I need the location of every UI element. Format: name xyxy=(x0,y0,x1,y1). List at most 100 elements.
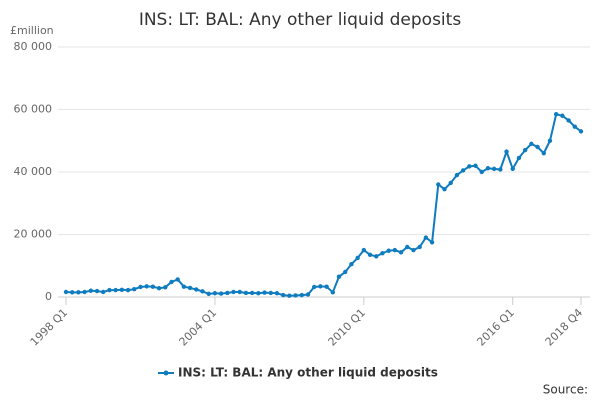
data-point xyxy=(498,167,503,172)
data-point xyxy=(156,286,162,291)
data-point xyxy=(169,279,174,285)
data-point xyxy=(417,244,422,250)
data-point xyxy=(473,163,478,168)
data-point xyxy=(249,290,255,296)
data-point xyxy=(423,235,429,240)
data-point xyxy=(467,164,472,169)
data-point xyxy=(138,284,143,290)
data-point xyxy=(547,138,553,143)
data-point xyxy=(200,289,205,294)
data-point xyxy=(150,284,156,289)
data-point xyxy=(125,287,131,293)
data-point xyxy=(274,291,280,296)
data-point xyxy=(566,118,571,123)
data-point xyxy=(63,289,69,295)
data-point xyxy=(336,274,342,279)
data-point xyxy=(119,287,125,293)
data-point xyxy=(535,144,540,150)
data-point xyxy=(231,289,236,295)
data-point xyxy=(187,285,193,291)
data-point xyxy=(299,292,304,298)
data-point xyxy=(243,290,249,296)
data-point xyxy=(287,293,292,298)
data-point xyxy=(212,291,218,296)
data-point xyxy=(181,284,187,289)
data-point xyxy=(578,129,584,134)
x-tick-label: 1998 Q1 xyxy=(28,306,71,349)
data-point xyxy=(305,292,311,297)
data-point xyxy=(510,166,515,172)
data-point xyxy=(380,251,385,256)
data-point xyxy=(194,287,199,292)
y-tick-label: 60 000 xyxy=(14,103,53,116)
data-point xyxy=(225,290,230,296)
data-point xyxy=(522,147,528,153)
data-point xyxy=(386,248,391,253)
data-point xyxy=(361,247,367,253)
data-point xyxy=(94,288,100,294)
data-point xyxy=(504,149,509,154)
data-point xyxy=(237,289,242,295)
x-tick-label: 2004 Q1 xyxy=(177,306,220,349)
data-point xyxy=(324,284,329,289)
y-tick-label: 0 xyxy=(45,290,52,303)
data-point xyxy=(330,290,336,295)
data-point xyxy=(70,290,75,295)
data-point xyxy=(491,166,497,172)
data-point xyxy=(460,168,466,173)
source: Source: xyxy=(543,383,588,397)
data-point xyxy=(485,166,491,171)
data-point xyxy=(448,180,453,186)
data-point xyxy=(256,291,261,296)
x-tick-label: 2010 Q1 xyxy=(326,306,369,349)
data-point xyxy=(101,289,106,295)
data-point xyxy=(454,172,460,178)
data-point xyxy=(398,250,404,255)
data-point xyxy=(175,277,180,282)
data-point xyxy=(374,254,379,259)
data-point xyxy=(318,284,323,289)
data-point xyxy=(429,240,435,245)
legend-label: INS: LT: BAL: Any other liquid deposits xyxy=(178,366,438,380)
data-point xyxy=(88,288,94,293)
data-point xyxy=(206,291,211,297)
data-point xyxy=(163,285,168,290)
data-point xyxy=(76,290,81,295)
data-point xyxy=(107,287,112,293)
y-unit: £million xyxy=(10,24,54,37)
y-tick-label: 20 000 xyxy=(14,228,53,241)
data-point xyxy=(268,290,273,296)
data-point xyxy=(82,289,87,295)
data-point xyxy=(529,141,534,147)
data-point xyxy=(411,247,416,253)
data-point xyxy=(436,182,441,187)
data-point xyxy=(367,252,373,258)
data-point xyxy=(218,291,224,296)
data-point xyxy=(442,186,447,192)
data-point xyxy=(553,111,559,117)
data-point xyxy=(541,151,546,156)
data-point xyxy=(405,244,410,250)
data-line xyxy=(65,112,582,297)
x-tick-label: 2018 Q4 xyxy=(543,306,586,349)
data-point xyxy=(479,169,484,175)
data-point xyxy=(113,287,118,293)
data-point xyxy=(144,284,149,289)
data-point xyxy=(280,292,286,298)
chart-title: INS: LT: BAL: Any other liquid deposits xyxy=(139,10,462,30)
x-tick-label: 2016 Q1 xyxy=(474,306,517,349)
data-point xyxy=(343,269,348,275)
data-point xyxy=(349,261,354,267)
y-tick-label: 40 000 xyxy=(14,165,53,178)
data-point xyxy=(392,247,398,253)
data-point xyxy=(293,293,298,298)
data-point xyxy=(311,284,317,290)
data-point xyxy=(355,255,360,261)
data-point xyxy=(262,290,267,295)
y-tick-label: 80 000 xyxy=(14,40,53,53)
data-point xyxy=(516,155,522,161)
data-point xyxy=(560,113,565,118)
data-point xyxy=(132,286,137,292)
data-point xyxy=(572,124,577,129)
